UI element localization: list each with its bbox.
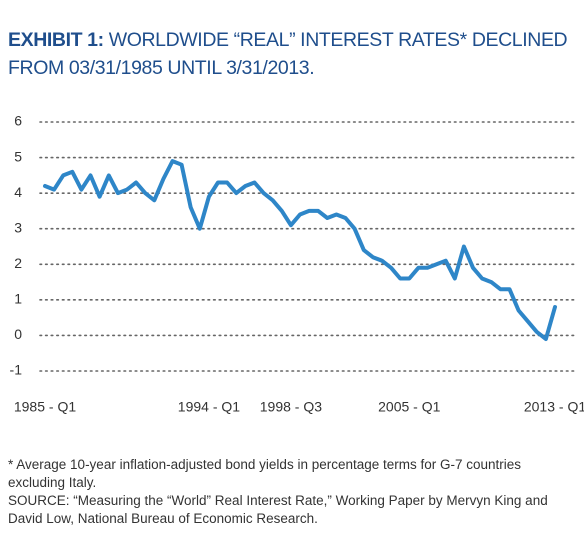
y-tick-label: 4 (14, 184, 22, 200)
title-label: EXHIBIT 1: (8, 29, 104, 51)
x-tick-label: 1985 - Q1 (14, 399, 76, 415)
y-tick-label: 3 (14, 219, 22, 235)
note: * Average 10-year inflation-adjusted bon… (8, 457, 522, 490)
chart-title: EXHIBIT 1: WORLDWIDE “REAL” INTEREST RAT… (8, 26, 578, 82)
y-tick-label: 2 (14, 255, 22, 271)
y-tick-label: 5 (14, 148, 22, 164)
y-tick-label: 1 (14, 291, 22, 307)
x-tick-label: 1998 - Q3 (260, 399, 322, 415)
x-tick-label: 2005 - Q1 (378, 399, 440, 415)
data-line (43, 159, 557, 341)
source: SOURCE: “Measuring the “World” Real Inte… (8, 493, 548, 526)
footnote: * Average 10-year inflation-adjusted bon… (8, 456, 578, 528)
x-tick-label: 1994 - Q1 (178, 399, 240, 415)
x-tick-label: 2013 - Q1 (524, 399, 584, 415)
y-tick-label: 0 (14, 326, 22, 342)
y-tick-label: 6 (14, 113, 22, 129)
title-text: WORLDWIDE “REAL” INTEREST RATES* DECLINE… (8, 29, 568, 79)
y-tick-label: -1 (10, 362, 23, 378)
